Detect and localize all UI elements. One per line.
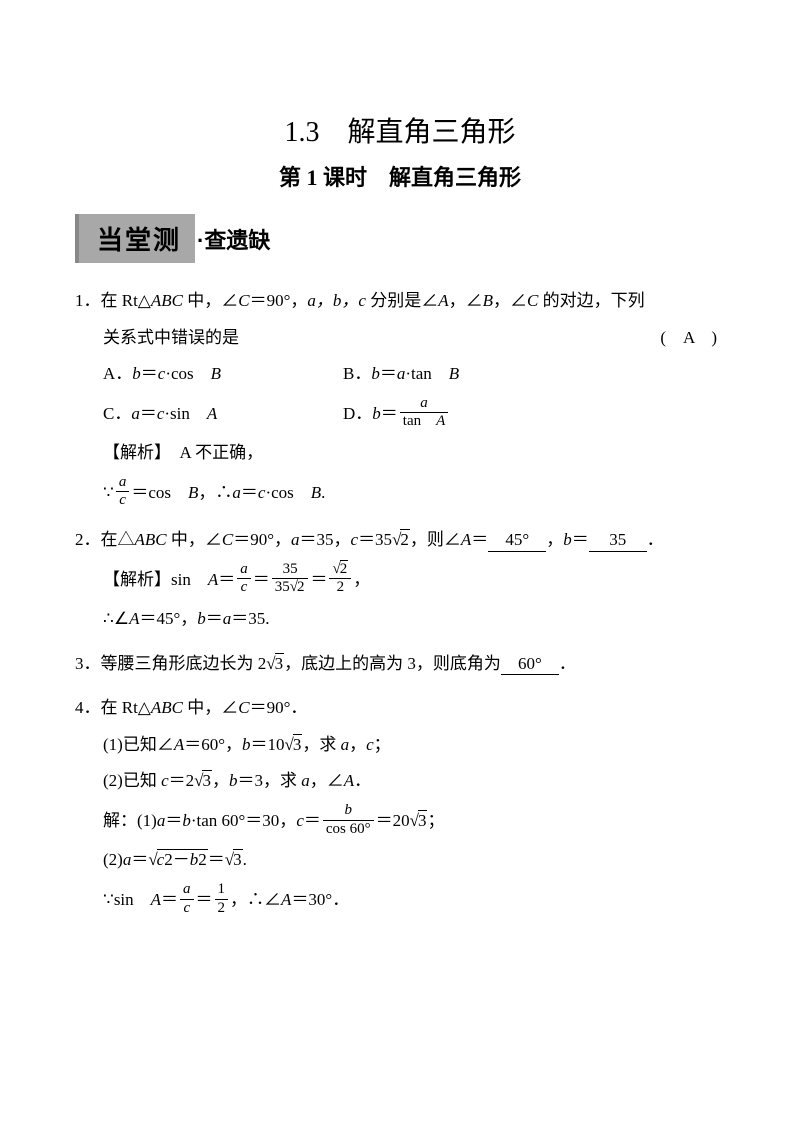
q1-answer: ( A ) — [660, 320, 725, 357]
q4-solution-2: (2)a＝c2－b2＝3. — [75, 842, 725, 879]
q4-solution-1: 解：(1)a＝b·tan 60°＝30，c＝bcos 60°＝203； — [75, 800, 725, 843]
section-banner: 当堂测 ·查遗缺 — [75, 214, 725, 263]
q1-number: 1． — [75, 283, 101, 320]
banner-main: 当堂测 — [75, 214, 195, 263]
q1-analysis-line1: 【解析】 A 不正确， — [75, 435, 725, 472]
question-3: 3．等腰三角形底边长为 23，底边上的高为 3，则底角为60°． — [75, 646, 725, 683]
q3-blank: 60° — [501, 654, 559, 675]
banner-suffix: ·查遗缺 — [197, 223, 270, 255]
q2-analysis-line1: 【解析】sin A＝ac＝35352＝22， — [75, 559, 725, 602]
q1-option-d: D．b＝atan A — [343, 393, 725, 436]
q2-analysis-line2: ∴∠A＝45°，b＝a＝35. — [75, 601, 725, 638]
page: 1.3 解直角三角形 第 1 课时 解直角三角形 当堂测 ·查遗缺 1．在 Rt… — [0, 0, 800, 970]
q1-option-a: A．b＝c·cos B — [103, 356, 343, 393]
q1-option-c: C．a＝c·sin A — [103, 393, 343, 436]
question-4: 4．在 Rt△ABC 中，∠C＝90°． (1)已知∠A＝60°，b＝103，求… — [75, 690, 725, 921]
chapter-title: 1.3 解直角三角形 — [75, 110, 725, 150]
q4-part2: (2)已知 c＝23，b＝3，求 a，∠A． — [75, 763, 725, 800]
question-1: 1．在 Rt△ABC 中，∠C＝90°，a，b，c 分别是∠A，∠B，∠C 的对… — [75, 283, 725, 514]
q1-analysis-line2: ∵ac＝cos B，∴a＝c·cos B. — [75, 472, 725, 515]
q1-stem-line2: 关系式中错误的是 — [103, 320, 239, 357]
q1-option-b: B．b＝a·tan B — [343, 356, 725, 393]
q2-blank-1: 45° — [488, 530, 546, 551]
q4-solution-3: ∵sin A＝ac＝12，∴∠A＝30°． — [75, 879, 725, 922]
q2-blank-2: 35 — [589, 530, 647, 551]
lesson-subtitle: 第 1 课时 解直角三角形 — [75, 160, 725, 192]
question-2: 2．在△ABC 中，∠C＝90°，a＝35，c＝352，则∠A＝45°，b＝35… — [75, 522, 725, 638]
q4-part1: (1)已知∠A＝60°，b＝103，求 a，c； — [75, 727, 725, 764]
